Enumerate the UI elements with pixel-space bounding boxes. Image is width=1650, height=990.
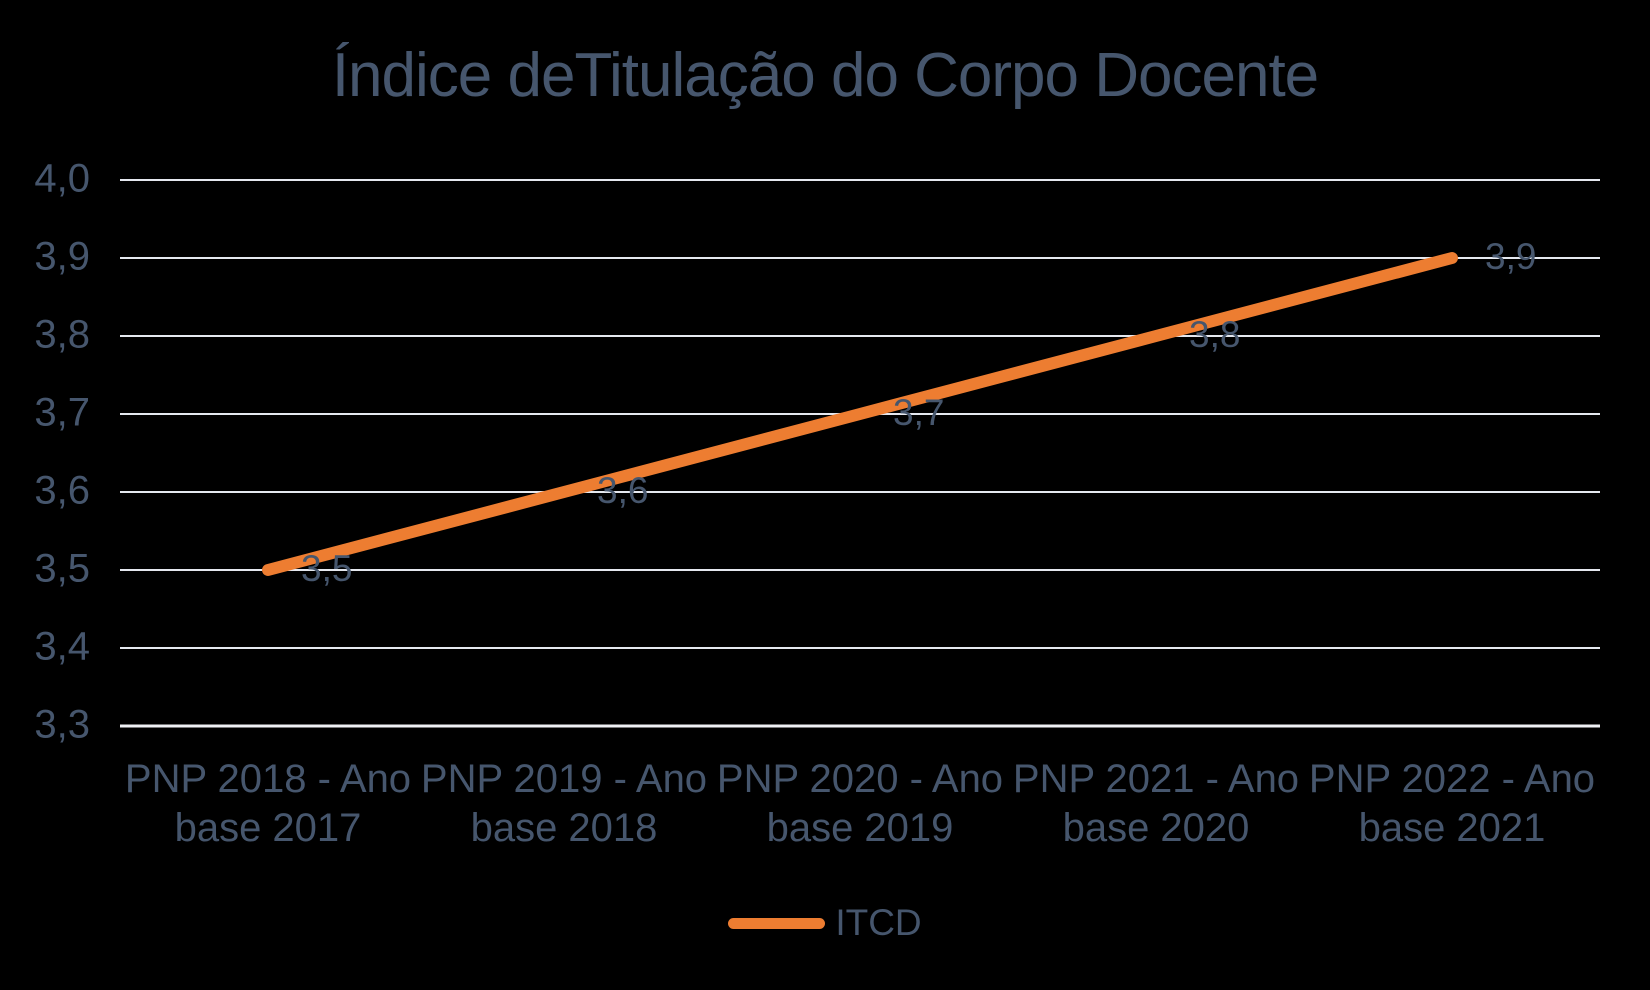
data-label: 3,6	[597, 470, 649, 512]
x-category-line1: PNP 2020 - Ano	[716, 757, 1004, 801]
x-category-line1: PNP 2018 - Ano	[124, 757, 412, 801]
chart-title: Índice deTitulação do Corpo Docente	[331, 41, 1319, 110]
y-axis-tick-label: 3,4	[34, 624, 90, 669]
series-line-itcd	[262, 252, 1458, 576]
x-category-line2: base 2018	[470, 806, 658, 850]
x-axis-category-label: PNP 2021 - Ano base 2020	[996, 755, 1316, 853]
data-label: 3,8	[1189, 314, 1241, 356]
data-label: 3,9	[1485, 236, 1537, 278]
x-axis-category-label: PNP 2018 - Ano base 2017	[108, 755, 428, 853]
x-category-line1: PNP 2022 - Ano	[1308, 757, 1596, 801]
data-label: 3,5	[301, 548, 353, 590]
x-axis-category-label: PNP 2019 - Ano base 2018	[404, 755, 724, 853]
y-axis-tick-label: 3,6	[34, 468, 90, 513]
legend-line-swatch	[728, 917, 826, 929]
x-category-line1: PNP 2021 - Ano	[1012, 757, 1300, 801]
legend: ITCD	[0, 900, 1650, 946]
legend-label: ITCD	[835, 902, 922, 943]
x-axis-category-label: PNP 2020 - Ano base 2019	[700, 755, 1020, 853]
x-category-line1: PNP 2019 - Ano	[420, 757, 708, 801]
x-axis-category-label: PNP 2022 - Ano base 2021	[1292, 755, 1612, 853]
x-category-line2: base 2020	[1062, 806, 1250, 850]
x-category-line2: base 2019	[766, 806, 954, 850]
data-label: 3,7	[893, 392, 945, 434]
y-axis-tick-label: 4,0	[34, 156, 90, 201]
x-category-line2: base 2017	[174, 806, 362, 850]
y-axis-tick-label: 3,9	[34, 234, 90, 279]
y-axis-tick-label: 3,5	[34, 546, 90, 591]
y-axis-tick-label: 3,7	[34, 390, 90, 435]
y-axis-tick-label: 3,8	[34, 312, 90, 357]
x-category-line2: base 2021	[1358, 806, 1546, 850]
y-axis-tick-label: 3,3	[34, 702, 90, 747]
